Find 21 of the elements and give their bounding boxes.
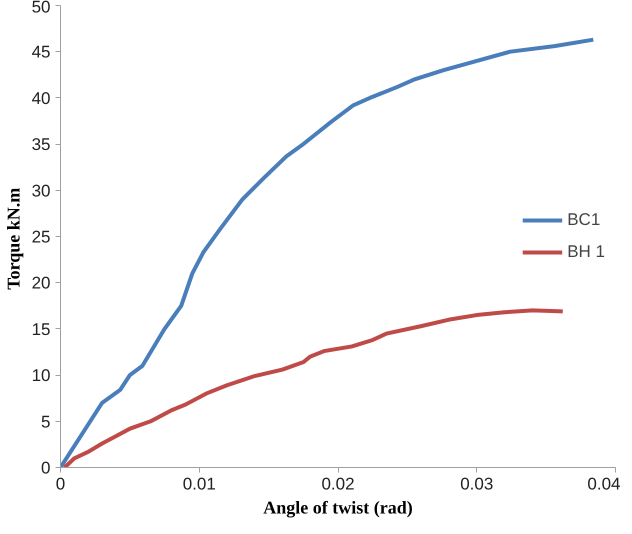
y-tick-label: 45 [32, 42, 51, 62]
x-axis-title: Angle of twist (rad) [263, 498, 413, 518]
legend-label: BC1 [567, 210, 600, 230]
legend-label: BH 1 [567, 242, 605, 262]
y-tick-label: 20 [32, 274, 51, 293]
line-series [62, 308, 565, 468]
y-axis-title: Torque kN.m [4, 188, 24, 290]
y-tick-label: 25 [32, 228, 51, 246]
y-tick-label: 30 [32, 181, 51, 200]
y-tick-label: 5 [41, 412, 51, 432]
x-tick-label: 0.01 [182, 474, 216, 494]
x-tick-label: 0.04 [587, 474, 621, 494]
y-tick-label: 0 [41, 458, 51, 478]
y-tick-label: 35 [32, 135, 51, 154]
x-tick-label: 0.02 [321, 474, 355, 494]
y-tick-label: 40 [32, 88, 51, 108]
y-tick-label: 15 [32, 320, 51, 339]
x-tick-label: 0.03 [460, 474, 494, 494]
y-tick-label: 10 [32, 366, 51, 386]
x-tick-label: 0 [56, 474, 66, 494]
y-tick-label: 50 [32, 0, 51, 16]
